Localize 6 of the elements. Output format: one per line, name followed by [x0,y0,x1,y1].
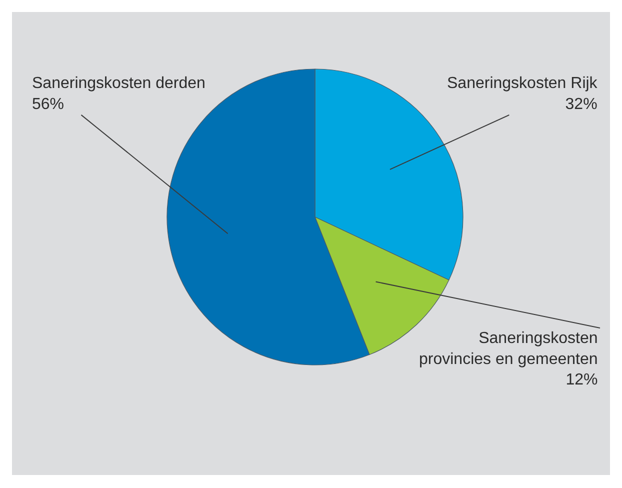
data-label: 12% [566,372,598,389]
slice-label: Saneringskosten Rijk [447,75,598,92]
data-label: 56% [32,96,64,113]
data-label: 32% [565,96,598,113]
slice-label: Saneringskosten derden [32,75,206,92]
slice-label: Saneringskosten provincies en gemeenten [419,330,598,368]
